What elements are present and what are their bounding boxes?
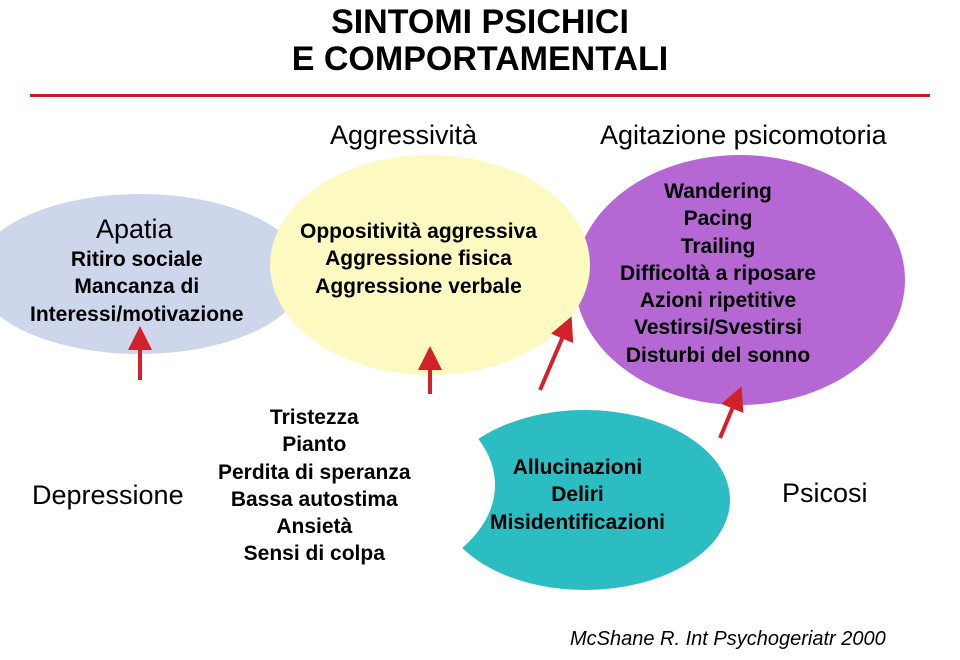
label-psicosi: Psicosi: [782, 478, 868, 509]
label-aggressivita: Aggressività: [330, 120, 477, 151]
diagram-stage: SINTOMI PSICHICI E COMPORTAMENTALI Apati…: [0, 0, 960, 660]
title-underline: [30, 94, 930, 97]
citation: McShane R. Int Psychogeriatr 2000: [570, 628, 886, 651]
text-aggressivita: Oppositività aggressivaAggressione fisic…: [300, 218, 537, 300]
title-line-2: E COMPORTAMENTALI: [292, 40, 669, 78]
text-agitazione: WanderingPacingTrailingDifficoltà a ripo…: [620, 178, 816, 369]
text-psicosi: AllucinazioniDeliriMisidentificazioni: [490, 454, 665, 536]
label-depressione: Depressione: [32, 480, 184, 511]
text-depressione: TristezzaPiantoPerdita di speranzaBassa …: [218, 404, 411, 568]
text-apatia: Ritiro socialeMancanza diInteressi/motiv…: [30, 246, 244, 328]
label-apatia: Apatia: [96, 214, 173, 245]
page-title: SINTOMI PSICHICI E COMPORTAMENTALI: [0, 4, 960, 79]
label-agitazione: Agitazione psicomotoria: [600, 120, 887, 151]
title-line-1: SINTOMI PSICHICI: [331, 3, 629, 41]
